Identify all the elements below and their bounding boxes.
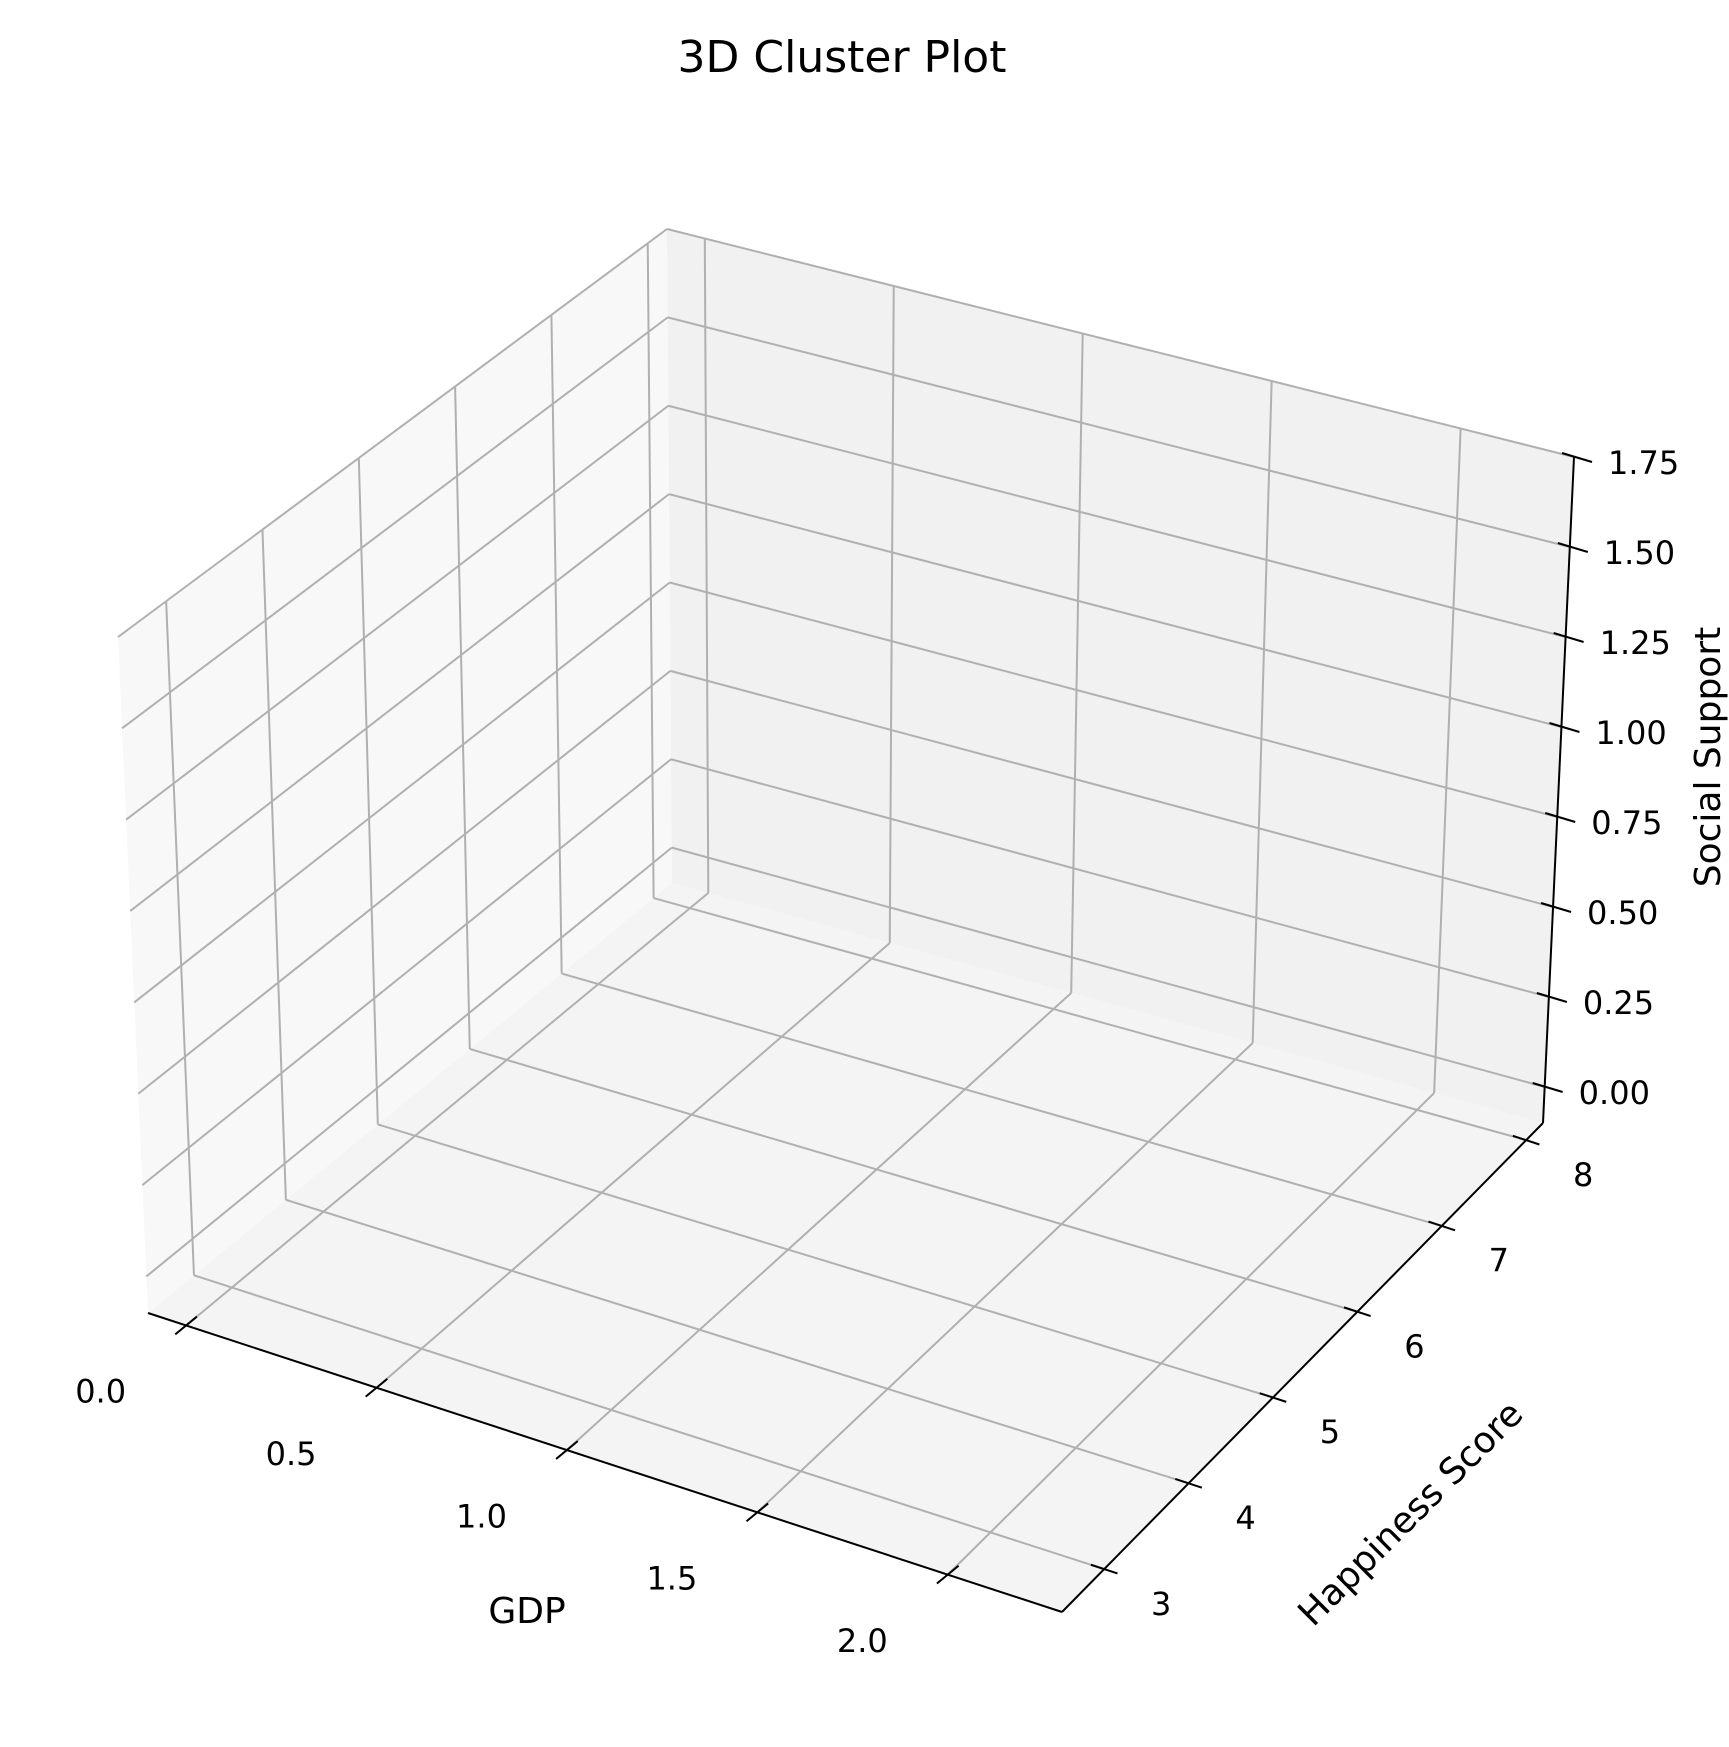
- z-grid-left-3: [133, 581, 671, 1004]
- x-tick-2: [555, 1440, 579, 1460]
- z-tick-label-7: 1.75: [1608, 444, 1679, 482]
- y-grid-wall-2: [357, 458, 379, 1125]
- y-grid-wall-3: [454, 386, 471, 1049]
- x-tick-label-2: 1.0: [456, 1497, 507, 1535]
- z-axis-label: Social Support: [1688, 627, 1729, 888]
- z-grid-right-1: [670, 758, 1550, 998]
- z-grid-right-7: [666, 228, 1575, 458]
- pane-back-left: [118, 229, 672, 1313]
- z-tick-label-3: 0.75: [1591, 804, 1662, 842]
- y-grid-wall-1: [261, 529, 287, 1200]
- z-grid-right-2: [670, 669, 1554, 908]
- axis-lines: [147, 456, 1575, 1613]
- pane-back-right: [667, 229, 1574, 1123]
- z-tick-label-6: 1.50: [1604, 534, 1675, 572]
- y-grid-wall-4: [550, 314, 563, 974]
- y-tick-label-1: 4: [1235, 1499, 1255, 1537]
- y-tick-label-3: 6: [1404, 1327, 1424, 1365]
- x-grid-wall-2: [1070, 333, 1084, 994]
- y-grid-floor-3: [469, 1048, 1358, 1313]
- x-grid-floor-2: [566, 992, 1072, 1451]
- axes-panes: [118, 229, 1574, 1612]
- z-tick-label-4: 1.00: [1595, 714, 1666, 752]
- z-tick-0: [1532, 1082, 1563, 1093]
- z-tick-6: [1557, 542, 1589, 553]
- y-tick-label-2: 5: [1320, 1413, 1340, 1451]
- z-tick-3: [1544, 812, 1576, 823]
- z-tick-4: [1549, 722, 1580, 733]
- y-tick-label-0: 3: [1151, 1585, 1171, 1623]
- z-tick-2: [1540, 902, 1572, 913]
- x-grid-floor-0: [185, 892, 709, 1327]
- y-tick-1: [1174, 1478, 1203, 1489]
- z-tick-5: [1553, 632, 1584, 643]
- z-grid-left-6: [121, 316, 669, 730]
- grid-lines: [117, 228, 1575, 1576]
- y-tick-label-5: 8: [1573, 1156, 1593, 1194]
- x-tick-4: [936, 1564, 960, 1585]
- x-grid-floor-3: [756, 1042, 1254, 1514]
- y-tick-5: [1512, 1134, 1540, 1146]
- y-tick-4: [1428, 1220, 1456, 1232]
- z-tick-7: [1561, 452, 1593, 463]
- x-tick-label-3: 1.5: [646, 1560, 697, 1598]
- chart-title: 3D Cluster Plot: [678, 32, 1007, 83]
- x-grid-floor-1: [375, 942, 891, 1389]
- x-grid-wall-0: [703, 238, 710, 894]
- pane-floor: [148, 883, 1543, 1612]
- z-tick-1: [1536, 992, 1568, 1003]
- y-tick-0: [1090, 1563, 1118, 1575]
- z-grid-left-5: [125, 404, 669, 821]
- x-axis-label: GDP: [488, 1591, 565, 1632]
- z-grid-right-6: [667, 316, 1571, 548]
- z-tick-label-2: 0.50: [1587, 894, 1658, 932]
- y-tick-2: [1259, 1392, 1287, 1403]
- tick-labels: 0.0 0.5 1.0 1.5 2.0 3 4 5 6 7 8 0.00 0.25 0.50 0.75 1.0…: [75, 444, 1679, 1660]
- z-grid-right-0: [671, 846, 1545, 1088]
- y-grid-floor-0: [193, 1274, 1105, 1571]
- y-tick-label-4: 7: [1489, 1242, 1509, 1280]
- x-tick-label-1: 0.5: [266, 1435, 317, 1473]
- y-grid-floor-2: [377, 1123, 1274, 1399]
- z-grid-right-5: [668, 404, 1566, 638]
- y-tick-3: [1343, 1306, 1371, 1318]
- z-axis-line: [1542, 456, 1575, 1124]
- x-tick-0: [174, 1315, 198, 1336]
- y-grid-wall-0: [165, 601, 195, 1276]
- x-grid-wall-1: [888, 285, 895, 944]
- y-grid-floor-1: [285, 1198, 1189, 1485]
- x-axis-line: [147, 1312, 1063, 1613]
- z-grid-left-1: [141, 758, 672, 1186]
- x-tick-1: [365, 1378, 388, 1398]
- x-tick-label-0: 0.0: [75, 1373, 126, 1411]
- y-grid-wall-5: [646, 243, 655, 899]
- z-tick-label-0: 0.00: [1579, 1074, 1650, 1112]
- y-axis-line: [1061, 1122, 1544, 1613]
- x-tick-label-4: 2.0: [837, 1622, 888, 1660]
- x-grid-wall-4: [1433, 428, 1462, 1094]
- x-grid-wall-3: [1251, 380, 1273, 1044]
- z-grid-right-3: [669, 581, 1558, 818]
- z-grid-right-4: [668, 493, 1562, 728]
- ticks: [174, 452, 1593, 1585]
- y-grid-floor-5: [653, 897, 1527, 1142]
- x-tick-3: [745, 1502, 769, 1522]
- z-tick-label-5: 1.25: [1600, 624, 1671, 662]
- x-grid-floor-4: [947, 1092, 1435, 1576]
- z-grid-left-7: [117, 228, 668, 638]
- y-grid-floor-4: [561, 972, 1443, 1227]
- z-tick-label-1: 0.25: [1583, 984, 1654, 1022]
- z-grid-left-2: [137, 670, 672, 1095]
- z-grid-left-4: [129, 493, 670, 912]
- z-grid-left-0: [145, 846, 673, 1278]
